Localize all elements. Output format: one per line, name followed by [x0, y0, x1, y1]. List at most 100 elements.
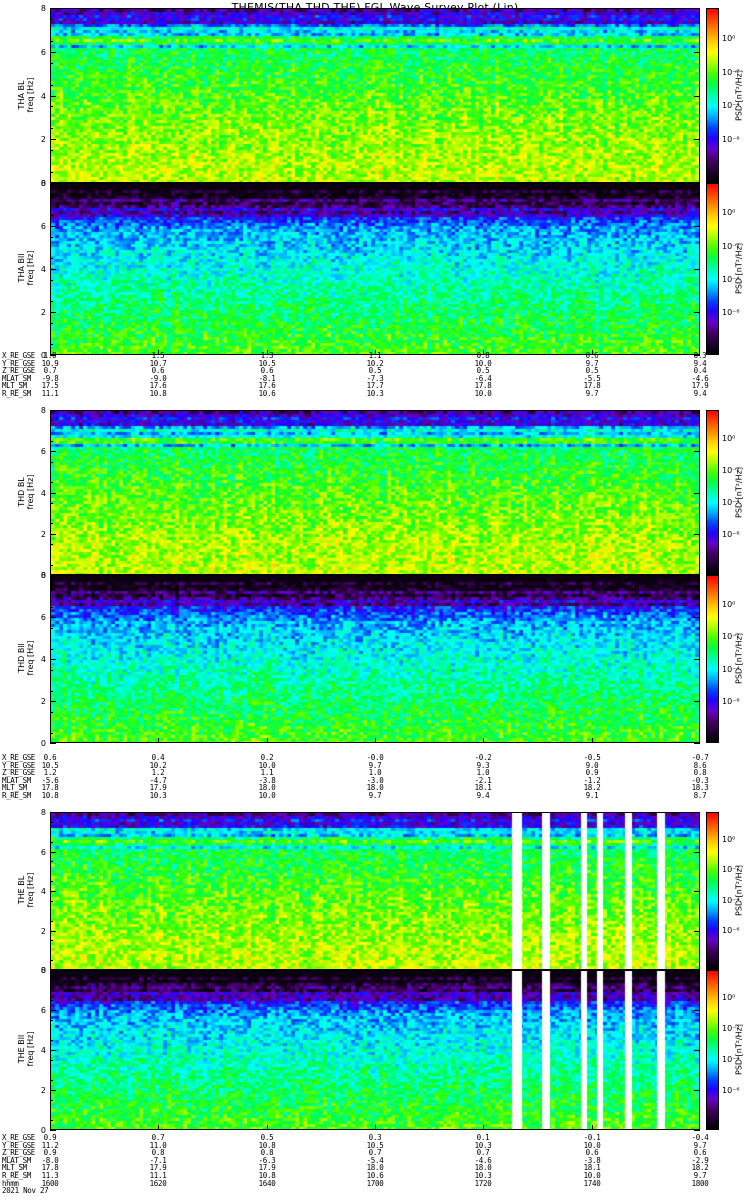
spectrogram-the-upper[interactable] — [50, 812, 700, 970]
y-minor-tick — [50, 482, 53, 483]
annotation-value: 9.1 — [585, 791, 599, 800]
y-tick-mark — [694, 1050, 700, 1051]
y-minor-tick — [50, 712, 53, 713]
colorbar-tick-label: 10⁻⁶ — [722, 308, 740, 317]
y-tick-mark — [50, 931, 56, 932]
x-tick-mark — [483, 1125, 484, 1130]
y-minor-tick — [50, 1040, 53, 1041]
spectrogram-thd-lower[interactable] — [50, 575, 700, 743]
y-tick-mark — [50, 355, 56, 356]
y-axis-label-name: THA BL — [17, 80, 26, 109]
annotation-row-label: Y_RE_GSE — [2, 358, 35, 368]
annotation-value: -6.3 — [258, 1155, 276, 1165]
annotation-row-label: X_RE_GSE — [2, 753, 35, 762]
y-tick-mark — [50, 534, 56, 535]
colorbar-tick-label: 10⁻⁶ — [722, 135, 740, 145]
colorbar-tha-upper — [706, 8, 719, 183]
y-minor-tick — [50, 503, 53, 504]
axis-annotation-block-tha: X_RE_GSE Y_RE_GSE Z_RE_GSE MLAT_SM MLT_SM R_R… — [0, 352, 750, 412]
y-tick-mark — [50, 1010, 56, 1011]
x-tick-mark — [699, 1125, 700, 1130]
y-tick-mark — [694, 8, 700, 9]
y-tick-mark — [50, 812, 56, 813]
annotation-value: -4.7 — [149, 775, 167, 785]
annotation-value: -5.6 — [41, 775, 59, 785]
y-minor-tick — [50, 237, 53, 238]
x-tick-mark — [50, 1125, 51, 1130]
x-tick-mark — [592, 738, 593, 743]
annotation-value: 0.7 — [476, 1148, 490, 1158]
annotation-value: 17.8 — [41, 783, 59, 793]
annotation-value: 0.9 — [43, 1133, 57, 1142]
annotation-row-label: Y_RE_GSE — [2, 1140, 35, 1150]
colorbar-tick-label: 10⁰ — [722, 993, 736, 1003]
y-minor-tick — [50, 565, 53, 566]
annotation-value: 1720 — [474, 1178, 492, 1188]
annotation-value: -3.8 — [258, 775, 276, 785]
spectrogram-image — [51, 184, 699, 354]
y-tick-mark — [50, 1130, 56, 1131]
annotation-value: 0.6 — [585, 351, 599, 360]
y-tick-label: 4 — [40, 655, 46, 664]
y-minor-tick — [50, 649, 53, 650]
annotation-value: 0.6 — [43, 753, 57, 762]
annotation-value: 18.0 — [258, 783, 276, 793]
y-minor-tick — [50, 41, 53, 42]
spectrogram-image — [51, 971, 699, 1129]
spectrogram-thd-upper[interactable] — [50, 410, 700, 575]
y-tick-mark — [50, 493, 56, 494]
annotation-value: -4.6 — [474, 1155, 492, 1165]
annotation-value: -9.8 — [41, 373, 59, 383]
spectrogram-image — [51, 411, 699, 574]
y-tick-label: 0 — [40, 966, 46, 975]
y-tick-mark — [50, 1090, 56, 1091]
annotation-value: 8.6 — [693, 760, 707, 770]
colorbar-tick-label: 10⁻⁶ — [722, 696, 740, 706]
axis-annotation-block-thd: X_RE_GSE Y_RE_GSE Z_RE_GSE MLAT_SM MLT_SM R_R… — [0, 754, 750, 814]
colorbar-tick-label: 10⁻⁴ — [722, 1055, 740, 1065]
annotation-value: 18.3 — [691, 783, 709, 793]
y-minor-tick — [50, 586, 53, 587]
annotation-value: 10.0 — [474, 358, 492, 368]
y-minor-tick — [50, 323, 53, 324]
colorbar-tick-label: 10⁻² — [722, 67, 740, 77]
annotation-value: 1620 — [149, 1178, 167, 1188]
annotation-value: 9.7 — [693, 1140, 707, 1150]
annotation-value: 1.8 — [43, 351, 57, 360]
annotation-value: 17.9 — [691, 381, 709, 391]
colorbar-tick-label: 10⁻⁴ — [722, 497, 740, 507]
y-tick-label: 8 — [40, 571, 46, 580]
annotation-value: 18.2 — [691, 1163, 709, 1173]
x-tick-mark — [483, 738, 484, 743]
spectrogram-tha-lower[interactable] — [50, 183, 700, 355]
annotation-value: 10.8 — [258, 1171, 276, 1180]
y-minor-tick — [50, 733, 53, 734]
annotation-value: 1.2 — [43, 768, 57, 778]
annotation-value: 9.4 — [693, 389, 707, 398]
annotation-value: 10.8 — [149, 389, 167, 398]
annotation-value: 17.9 — [149, 1163, 167, 1173]
y-tick-mark — [50, 183, 56, 184]
spectrogram-tha-upper[interactable] — [50, 8, 700, 183]
x-tick-mark — [267, 1125, 268, 1130]
annotation-row-label: Z_RE_GSE — [2, 366, 35, 376]
annotation-row-label: MLT_SM — [2, 783, 27, 793]
annotation-value: 0.6 — [260, 366, 274, 376]
y-tick-label: 8 — [40, 4, 46, 13]
annotation-value: 17.8 — [41, 1163, 59, 1173]
annotation-value: -0.2 — [474, 753, 492, 762]
y-minor-tick — [50, 172, 53, 173]
annotation-value: -4.6 — [691, 373, 709, 383]
annotation-value: 18.1 — [583, 1163, 601, 1173]
y-minor-tick — [50, 1060, 53, 1061]
annotation-value: 10.3 — [474, 1140, 492, 1150]
y-tick-mark — [50, 891, 56, 892]
spectrogram-the-lower[interactable] — [50, 970, 700, 1130]
colorbar-tick-label: 10⁻² — [722, 241, 740, 251]
y-axis-label-name: THE Bll — [17, 1034, 26, 1064]
annotation-value: -6.4 — [474, 373, 492, 383]
annotation-value: 0.2 — [260, 753, 274, 762]
annotation-value: -8.0 — [41, 1155, 59, 1165]
annotation-value: 0.6 — [693, 1148, 707, 1158]
annotation-value: 9.7 — [368, 791, 382, 800]
